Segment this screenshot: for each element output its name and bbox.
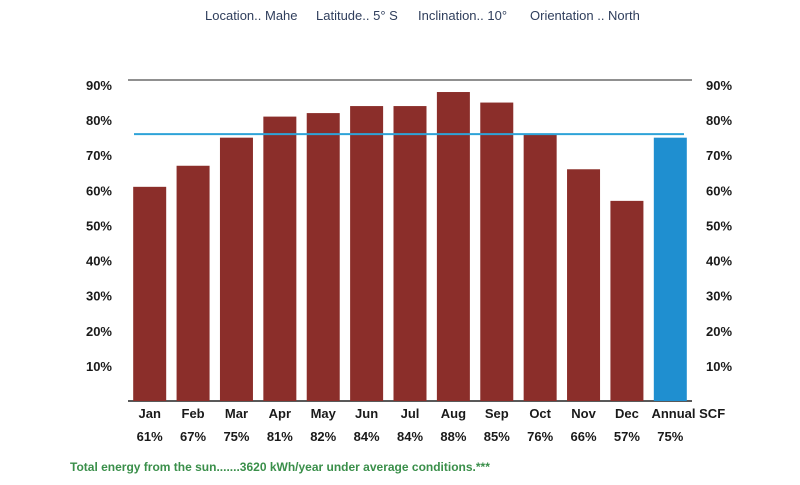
- chart-header: Location.. Mahe Latitude.. 5° S Inclinat…: [205, 8, 640, 23]
- value-label: 75%: [223, 429, 249, 444]
- value-label: 82%: [310, 429, 336, 444]
- annual-bar: [653, 137, 687, 401]
- value-label: 66%: [571, 429, 597, 444]
- y-tick-label-right: 90%: [706, 78, 732, 93]
- category-label: Jan: [138, 406, 160, 421]
- category-label: May: [311, 406, 337, 421]
- month-bar: [219, 137, 253, 401]
- month-bar: [350, 106, 384, 402]
- y-tick-label-left: 70%: [86, 148, 112, 163]
- value-label: 57%: [614, 429, 640, 444]
- category-label: Jun: [355, 406, 378, 421]
- orientation-label: Orientation .. North: [530, 8, 640, 23]
- month-bar: [436, 92, 470, 402]
- category-label: Feb: [182, 406, 205, 421]
- value-label: 84%: [397, 429, 423, 444]
- y-tick-label-left: 20%: [86, 324, 112, 339]
- y-tick-label-right: 80%: [706, 113, 732, 128]
- month-bar: [610, 200, 644, 401]
- month-bar: [480, 102, 514, 402]
- category-label: Mar: [225, 406, 248, 421]
- category-label: Nov: [571, 406, 596, 421]
- latitude-label: Latitude.. 5° S: [316, 8, 398, 23]
- y-tick-label-left: 80%: [86, 113, 112, 128]
- y-tick-label-right: 30%: [706, 289, 732, 304]
- month-bar: [567, 169, 601, 401]
- value-label: 85%: [484, 429, 510, 444]
- value-label: 81%: [267, 429, 293, 444]
- value-label: 88%: [440, 429, 466, 444]
- month-bar: [393, 106, 427, 402]
- value-label: 84%: [354, 429, 380, 444]
- category-label: Dec: [615, 406, 639, 421]
- month-bar: [176, 165, 210, 401]
- category-label: Jul: [401, 406, 420, 421]
- plot-area: 10% 10% 20% 20% 30% 30% 40% 40% 50% 50% 60% 60% 70% 7…: [86, 78, 732, 444]
- y-tick-label-left: 90%: [86, 78, 112, 93]
- category-label: Annual SCF: [651, 406, 725, 421]
- y-tick-label-right: 10%: [706, 359, 732, 374]
- y-tick-label-left: 10%: [86, 359, 112, 374]
- value-label: 67%: [180, 429, 206, 444]
- y-tick-label-right: 50%: [706, 218, 732, 233]
- month-bar: [306, 113, 340, 401]
- month-bar: [263, 116, 297, 401]
- value-label: 75%: [657, 429, 683, 444]
- category-label: Sep: [485, 406, 509, 421]
- month-bar: [133, 186, 167, 401]
- y-tick-label-right: 70%: [706, 148, 732, 163]
- y-tick-label-left: 30%: [86, 289, 112, 304]
- y-tick-label-left: 50%: [86, 218, 112, 233]
- y-tick-label-left: 40%: [86, 254, 112, 269]
- location-label: Location.. Mahe: [205, 8, 298, 23]
- y-tick-label-left: 60%: [86, 183, 112, 198]
- category-label: Apr: [269, 406, 291, 421]
- y-tick-label-right: 20%: [706, 324, 732, 339]
- month-bar: [523, 134, 557, 401]
- inclination-label: Inclination.. 10°: [418, 8, 507, 23]
- category-label: Aug: [441, 406, 466, 421]
- category-label: Oct: [529, 406, 551, 421]
- y-tick-label-right: 60%: [706, 183, 732, 198]
- footer-note: Total energy from the sun.......3620 kWh…: [70, 460, 490, 474]
- value-label: 76%: [527, 429, 553, 444]
- y-tick-label-right: 40%: [706, 254, 732, 269]
- value-label: 61%: [137, 429, 163, 444]
